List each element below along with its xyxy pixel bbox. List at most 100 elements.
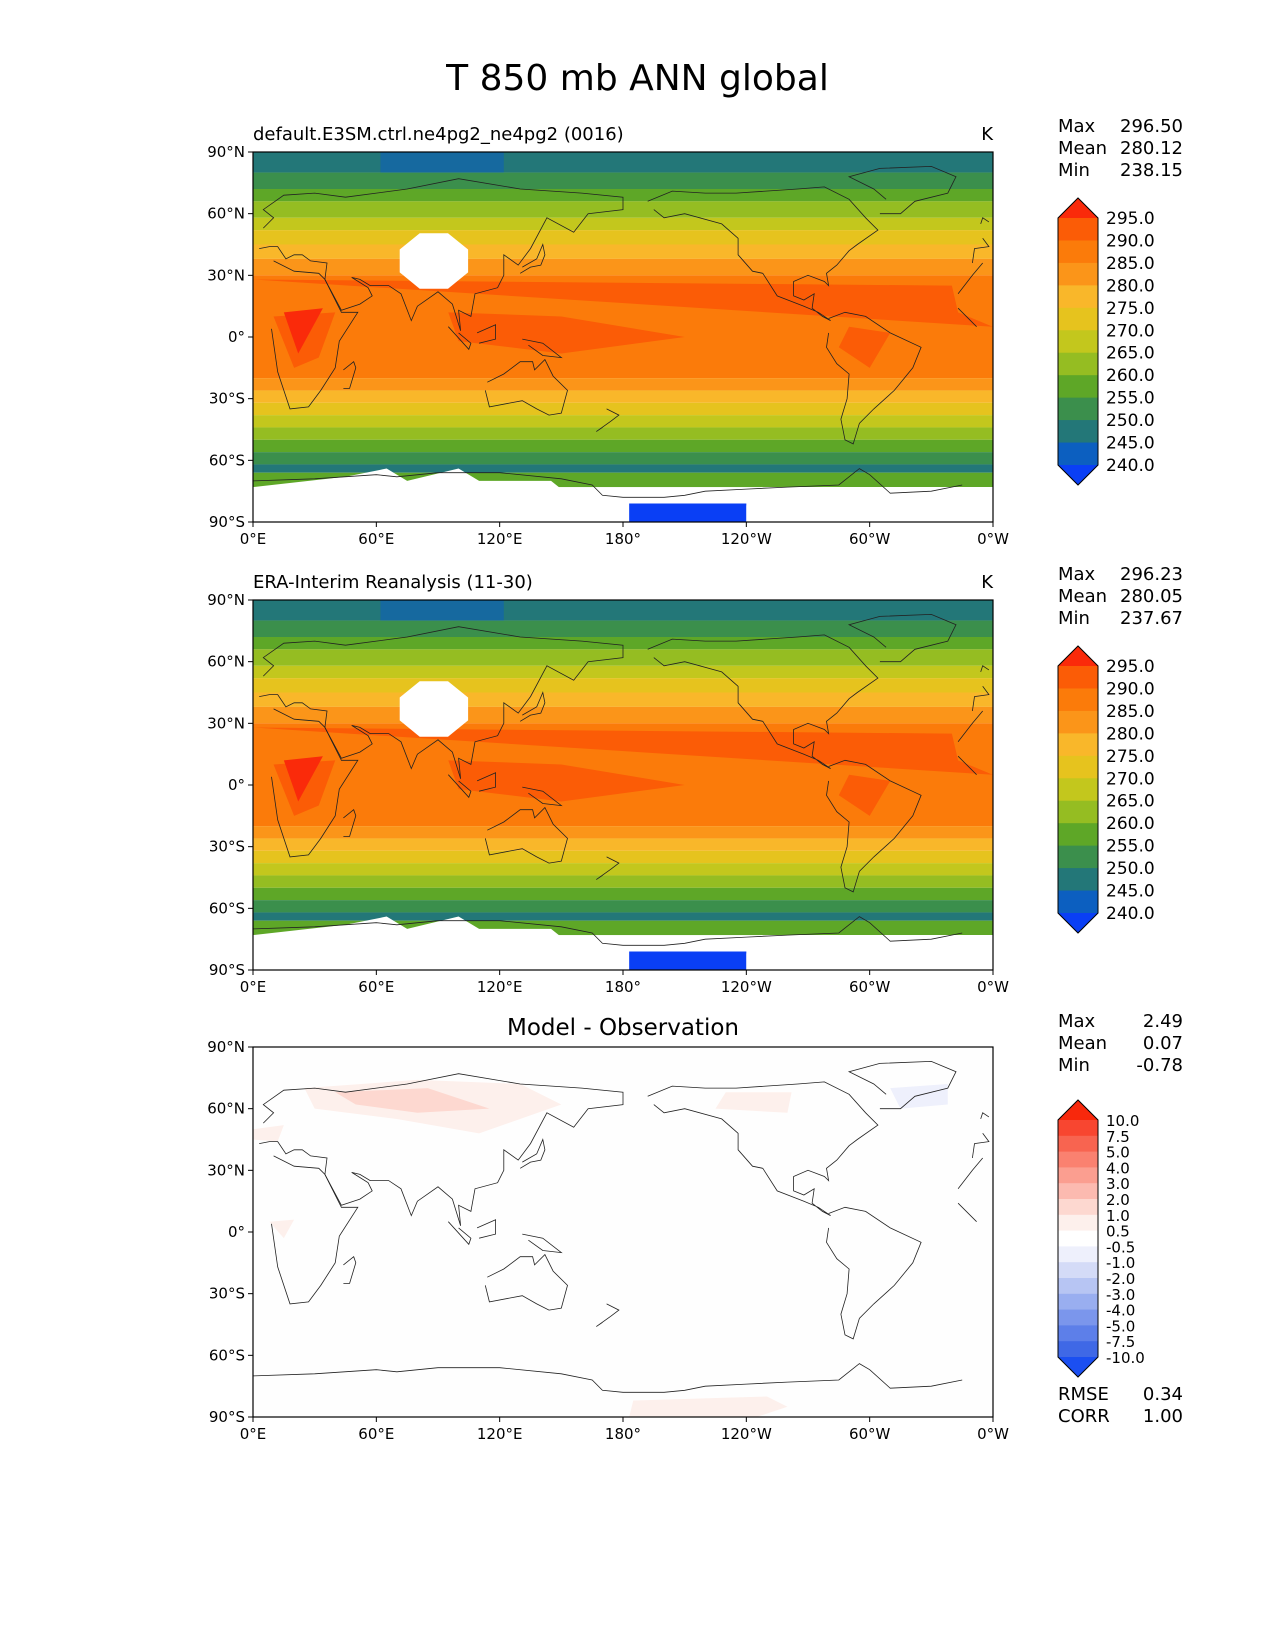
colorbar-extend-bottom [1058,1357,1098,1377]
lon-tick-label: 60°E [358,978,394,996]
colorbar-segment [1058,1230,1098,1247]
colorbar-label: 7.5 [1106,1128,1130,1146]
colorbar-segment [1058,330,1098,354]
stat-label: Min [1058,160,1090,181]
colorbar-segment [1058,733,1098,757]
coastline-0 [271,1155,984,1305]
colorbar-segment [1058,218,1098,241]
colorbar-segment [1058,375,1098,399]
lat-tick-label: 60°S [209,899,245,917]
map-svg: 90°N 60°N 30°N 0° 30°S 60°S 90°S0°E 60°E 120°E 18… [207,564,1183,996]
antarctic-cold [629,503,747,522]
temp-band-15 [253,900,993,913]
panel-model: 90°N 60°N 30°N 0° 30°S 60°S 90°S 0°E 60°E 120°E 18… [0,110,1275,560]
coastline-5 [847,613,957,663]
colorbar-segment [1058,442,1098,466]
colorbar-label: 4.0 [1106,1159,1130,1177]
tibet-mask [399,681,469,737]
extra-stat-label: CORR [1058,1406,1110,1427]
colorbar-segment [1058,285,1098,309]
coastline-12 [343,361,357,389]
colorbar-label: 250.0 [1106,859,1155,879]
temp-band-5 [253,230,993,245]
coastline-13 [596,1303,620,1327]
stat-label: Mean [1058,1033,1107,1054]
panel-units: K [981,124,994,145]
colorbar-label: 270.0 [1106,321,1155,341]
colorbar-segment [1058,1246,1098,1263]
stat-label: Min [1058,1055,1090,1076]
greenland-cool [890,1084,948,1109]
lon-tick-label: 120°E [477,1425,523,1443]
colorbar-segment [1058,1135,1098,1153]
lat-tick-label: 60°N [207,205,245,223]
colorbar-label: -3.0 [1106,1286,1135,1304]
colorbar-label: 275.0 [1106,747,1155,767]
coastline-11 [980,217,990,225]
coastline-12 [343,1256,357,1284]
colorbar-segment [1058,240,1098,264]
coastlines [253,1060,990,1393]
coastline-13 [596,408,620,432]
arctic-cold [380,152,504,173]
stat-label: Mean [1058,138,1107,159]
lat-tick-label: 60°N [207,1100,245,1118]
temp-band-10 [253,838,993,851]
temp-band-2 [253,189,993,202]
stat-value: 238.15 [1120,160,1183,181]
colorbar-label: 295.0 [1106,657,1155,677]
colorbar-segment [1058,666,1098,689]
lat-tick-label: 60°S [209,451,245,469]
lon-tick-label: 120°E [477,530,523,548]
temp-band-0 [253,152,993,173]
temp-band-6 [253,692,993,707]
colorbar-outline [1057,645,1099,934]
coastline-5 [847,1060,957,1110]
colorbar-segment [1058,1309,1098,1326]
colorbar-label: 255.0 [1106,389,1155,409]
panel-title-left: default.E3SM.ctrl.ne4pg2_ne4pg2 (0016) [253,124,624,145]
stat-value: 280.12 [1120,138,1183,159]
colorbar-label: 285.0 [1106,254,1155,274]
lat-tick-label: 0° [228,776,245,794]
lon-tick-label: 0°W [977,978,1009,996]
colorbar-extend-bottom [1058,465,1098,485]
lon-tick-label: 120°W [721,1425,772,1443]
colorbar [1057,645,1099,934]
lat-tick-label: 30°N [207,714,245,732]
coastline-7 [448,774,472,799]
temp-band-11 [253,850,993,864]
colorbar-label: -10.0 [1106,1349,1145,1367]
temp-band-10 [253,390,993,403]
colorbar-segment [1058,397,1098,421]
temp-band-5 [253,678,993,693]
temp-band-4 [253,217,993,231]
colorbar-segment [1058,823,1098,847]
colorbar-extend-top [1058,1100,1098,1120]
lon-tick-label: 0°E [240,978,267,996]
tibet-mask [399,233,469,289]
antarctic-mask-east [746,935,993,970]
lat-tick-label: 60°S [209,1346,245,1364]
difference-field [253,1047,993,1417]
colorbar [1057,1099,1099,1378]
stat-label: Min [1058,608,1090,629]
temp-band-12 [253,415,993,428]
temp-band-14 [253,439,993,453]
temp-band-1 [253,620,993,637]
colorbar-segment [1058,1120,1098,1137]
lat-tick-label: 30°N [207,266,245,284]
temp-band-7 [253,706,993,724]
coastline-1 [259,1073,990,1226]
coastline-8 [476,772,496,792]
colorbar-outline [1057,197,1099,486]
temp-band-13 [253,875,993,888]
sahara-west-warm [253,727,993,775]
colorbar-extend-top [1058,198,1098,218]
colorbar-segment [1058,262,1098,286]
colorbar-label: 240.0 [1106,456,1155,476]
colorbar-label: 280.0 [1106,724,1155,744]
colorbar-label: 240.0 [1106,904,1155,924]
coastline-3 [826,759,922,893]
lat-tick-label: 30°S [209,390,245,408]
